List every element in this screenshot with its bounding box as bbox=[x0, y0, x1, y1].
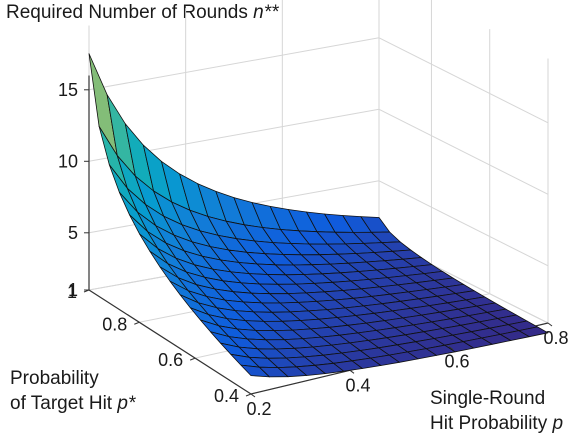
x-tick-mark bbox=[547, 322, 553, 327]
side-wall-grid-line bbox=[378, 37, 549, 124]
side-wall-grid-line bbox=[378, 108, 549, 195]
x-tick-label: 0.2 bbox=[246, 399, 271, 419]
x-tick-mark bbox=[250, 393, 256, 398]
title-variable: n** bbox=[253, 2, 279, 23]
surface-patch bbox=[518, 326, 549, 338]
y-tick-mark bbox=[189, 357, 196, 361]
back-wall-grid-line bbox=[88, 37, 380, 91]
x-tick-mark bbox=[448, 346, 454, 351]
y-tick-mark bbox=[134, 321, 140, 325]
z-tick-label: 10 bbox=[58, 151, 78, 171]
y-tick-label: 0.6 bbox=[158, 350, 183, 370]
y-axis-line bbox=[88, 289, 252, 395]
z-tick-label: 1 bbox=[68, 280, 78, 300]
x-tick-label: 0.4 bbox=[345, 375, 370, 395]
y-tick-label: 0.4 bbox=[214, 386, 239, 406]
y-tick-label: 0.8 bbox=[102, 314, 127, 334]
z-tick-label: 5 bbox=[68, 223, 78, 243]
title-text: Required Number of Rounds bbox=[6, 2, 248, 23]
chart-title: Required Number of Rounds n** bbox=[6, 2, 279, 24]
x-tick-label: 0.6 bbox=[444, 352, 469, 372]
x-axis-label: Single-Round Hit Probability p bbox=[430, 388, 563, 434]
y-tick-label: 1 bbox=[67, 282, 77, 302]
axis-labels: Single-Round Hit Probability p Probability… bbox=[10, 368, 563, 434]
surface-mesh bbox=[88, 53, 549, 378]
y-tick-mark bbox=[245, 393, 252, 397]
x-tick-mark bbox=[349, 369, 355, 374]
z-tick-label: 15 bbox=[58, 80, 78, 100]
side-wall-grid-line bbox=[378, 180, 549, 267]
x-tick-label: 0.8 bbox=[543, 328, 568, 348]
y-axis-label: Probability of Target Hit p* bbox=[10, 368, 136, 414]
